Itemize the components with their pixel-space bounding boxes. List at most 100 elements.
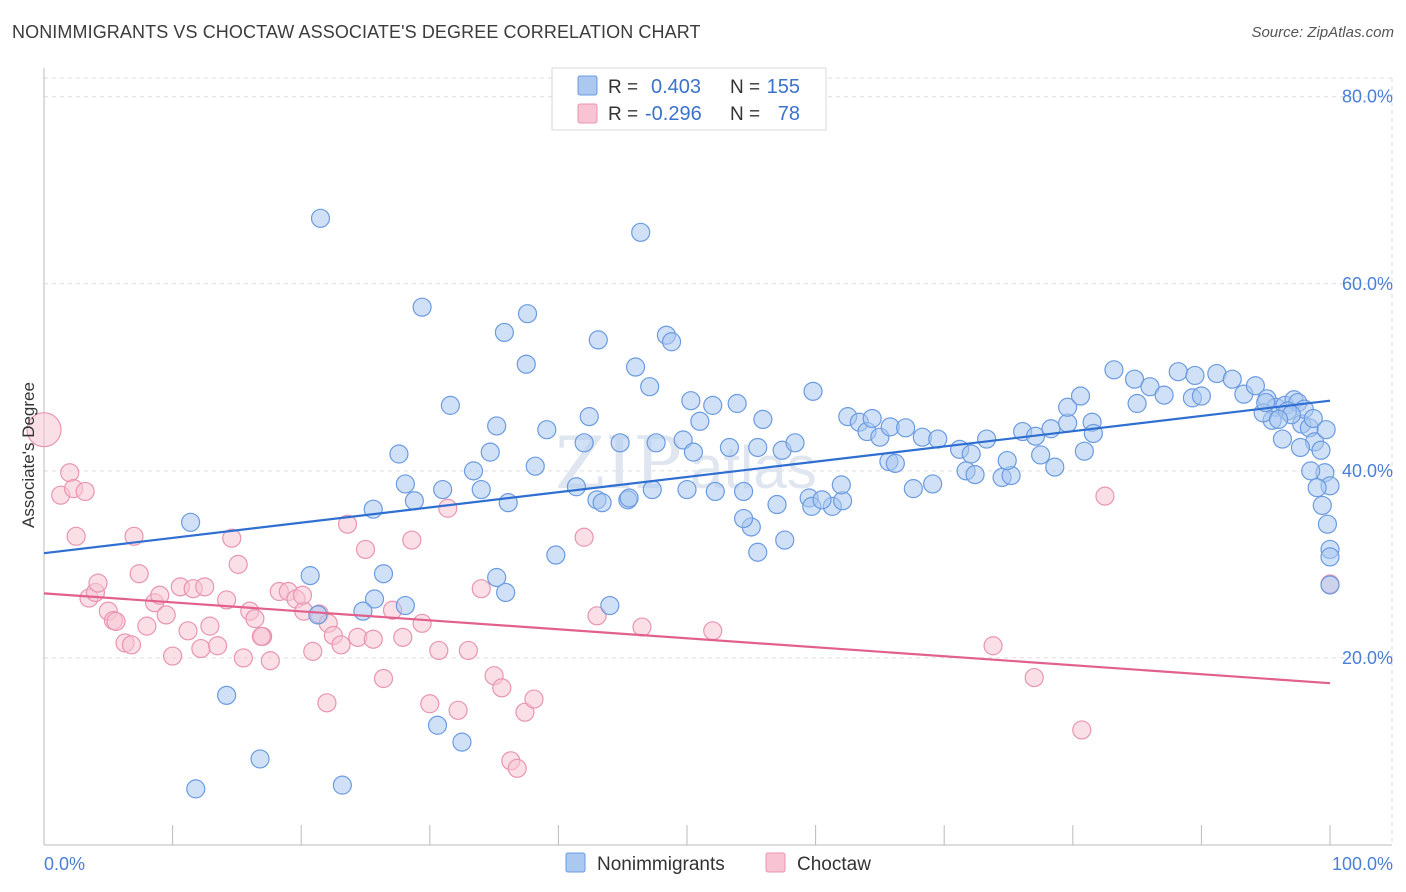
legend-n-value: 155 [767,76,800,98]
nonimmigrants-point [640,377,660,397]
nonimmigrants-point [677,479,697,500]
nonimmigrants-point [896,418,916,438]
choctaw-point [121,635,142,655]
nonimmigrants-point [733,481,754,502]
y-tick-label: 80.0% [1342,87,1393,107]
choctaw-point [507,758,527,778]
choctaw-point [317,693,337,713]
nonimmigrants-point [1303,408,1323,429]
legend-n-label: N = [730,104,760,125]
choctaw-point [163,646,183,666]
choctaw-point [106,611,126,632]
nonimmigrants-point [427,715,448,735]
nonimmigrants-point [181,512,201,532]
nonimmigrants-point [250,749,270,769]
nonimmigrants-point [1154,385,1174,405]
nonimmigrants-point [1168,362,1188,382]
choctaw-point [233,648,253,668]
nonimmigrants-point [977,429,997,449]
nonimmigrants-point [1307,478,1327,498]
nonimmigrants-point [748,437,768,458]
choctaw-point [251,626,271,647]
choctaw-point [524,689,544,709]
nonimmigrants-point [703,395,723,415]
choctaw-point [60,463,80,483]
nonimmigrants-point [217,685,237,705]
nonimmigrants-point [1320,547,1340,567]
nonimmigrants-point [1058,413,1078,433]
nonimmigrants-point [440,395,460,415]
nonimmigrants-point [588,330,608,350]
nonimmigrants-point [364,589,385,609]
choctaw-point [75,481,95,502]
nonimmigrants-point [1311,440,1331,460]
nonimmigrants-point [310,208,331,228]
legend-r-value: -0.296 [645,103,702,125]
choctaw-point [228,554,248,574]
nonimmigrants-point [681,391,701,411]
nonimmigrants-point [1320,575,1340,595]
choctaw-point [150,585,170,605]
nonimmigrants-point [463,461,484,481]
legend-r-value: 0.403 [651,76,701,98]
nonimmigrants-point [1127,393,1147,414]
nonimmigrants-point [186,779,206,799]
nonimmigrants-point [625,357,646,377]
nonimmigrants-point [574,433,594,453]
nonimmigrants-point [300,566,320,586]
choctaw-point [217,590,237,610]
nonimmigrants-point [1045,457,1065,477]
nonimmigrants-point [748,542,768,562]
choctaw-point [260,651,280,671]
nonimmigrants-point [1272,429,1293,449]
choctaw-point [515,702,535,722]
nonimmigrants-point [661,332,682,352]
nonimmigrants-point [1290,437,1311,458]
choctaw-point [402,530,422,550]
legend-swatch-blue [577,75,598,96]
y-tick-label: 40.0% [1342,461,1393,481]
nonimmigrants-point [395,474,415,494]
choctaw-point [303,641,323,661]
source-label: Source: ZipAtlas.com [1251,24,1394,41]
nonimmigrants-point [566,477,587,497]
axes [43,68,1392,846]
nonimmigrants-point [1312,495,1332,516]
nonimmigrants-point [997,450,1017,471]
legend-swatch-pink [577,103,598,124]
nonimmigrants-point [600,595,620,616]
nonimmigrants-point [775,530,795,550]
nonimmigrants-point [480,442,500,462]
choctaw-point [429,640,449,661]
nonimmigrants-point [642,479,662,500]
nonimmigrants-point [631,222,651,242]
choctaw-point [178,621,198,641]
nonimmigrants-point [525,456,545,476]
nonimmigrants-point [487,416,507,436]
nonimmigrants-point [885,453,905,473]
nonimmigrants-point [619,488,639,508]
nonimmigrants-point [1185,365,1205,386]
nonimmigrants-point [353,601,373,621]
choctaw-trendline [43,592,1331,685]
nonimmigrants-point [1301,461,1321,481]
choctaw-point [1024,667,1044,688]
nonimmigrants-point [785,433,805,453]
choctaw-point [26,412,62,448]
nonimmigrants-point [923,474,943,494]
nonimmigrants-point [803,381,823,401]
choctaw-point [222,528,242,548]
tick-labels: 20.0% 40.0% 60.0% 80.0% 0.0% 100.0% [44,87,1393,874]
nonimmigrants-point [733,508,754,529]
nonimmigrants-point [646,433,666,453]
choctaw-point [200,616,220,636]
choctaw-point [393,627,413,647]
nonimmigrants-point [1222,369,1242,389]
choctaw-point [355,539,376,560]
legend-swatch-choctaw [765,852,786,873]
legend-swatch-nonimmigrants [565,852,586,873]
nonimmigrants-point [1074,441,1094,461]
choctaw-point [137,616,157,636]
nonimmigrants-point [1070,386,1091,406]
